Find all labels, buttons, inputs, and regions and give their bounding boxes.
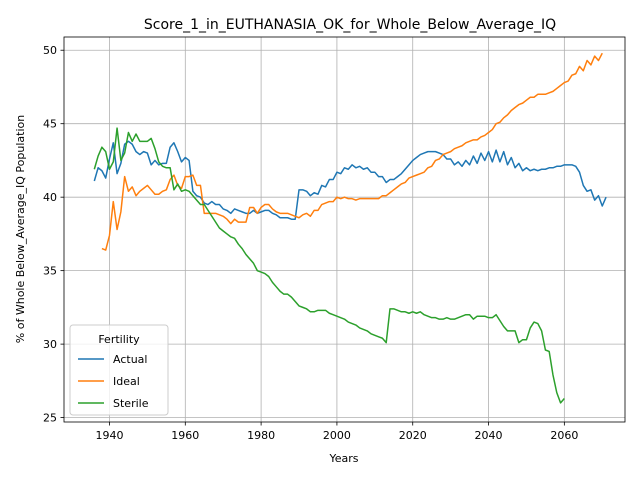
- legend-label-actual: Actual: [113, 353, 147, 366]
- series-line-actual: [93, 140, 607, 220]
- x-tick-label: 2020: [399, 429, 427, 442]
- x-axis-label: Years: [328, 452, 358, 465]
- y-tick-label: 30: [43, 338, 57, 351]
- legend-title: Fertility: [98, 333, 140, 346]
- y-tick-label: 50: [43, 44, 57, 57]
- plot-frame: [63, 36, 626, 423]
- series-line-sterile: [93, 127, 565, 404]
- x-tick-label: 2040: [475, 429, 503, 442]
- x-tick-label: 1940: [95, 429, 123, 442]
- x-tick-label: 1960: [171, 429, 199, 442]
- series-lines: [93, 52, 607, 404]
- y-axis-label: % of Whole Below_Average_IQ Population: [14, 115, 27, 343]
- x-tick-label: 2060: [550, 429, 578, 442]
- x-tick-label: 2000: [323, 429, 351, 442]
- y-tick-label: 35: [43, 265, 57, 278]
- y-tick-label: 25: [43, 412, 57, 425]
- legend-box: [69, 324, 169, 416]
- y-tick-label: 45: [43, 118, 57, 131]
- x-tick-label: 1980: [247, 429, 275, 442]
- legend-label-ideal: Ideal: [113, 375, 140, 388]
- axis-ticks: 1940 1960 1980 2000 2020 2040 2060 25 30 35 40 45 50: [43, 44, 578, 442]
- chart-title: Score_1_in_EUTHANASIA_OK_for_Whole_Below…: [144, 17, 556, 33]
- legend-label-sterile: Sterile: [113, 397, 149, 410]
- legend: Fertility Actual Ideal Sterile: [69, 324, 169, 416]
- y-tick-label: 40: [43, 191, 57, 204]
- series-line-ideal: [101, 52, 603, 251]
